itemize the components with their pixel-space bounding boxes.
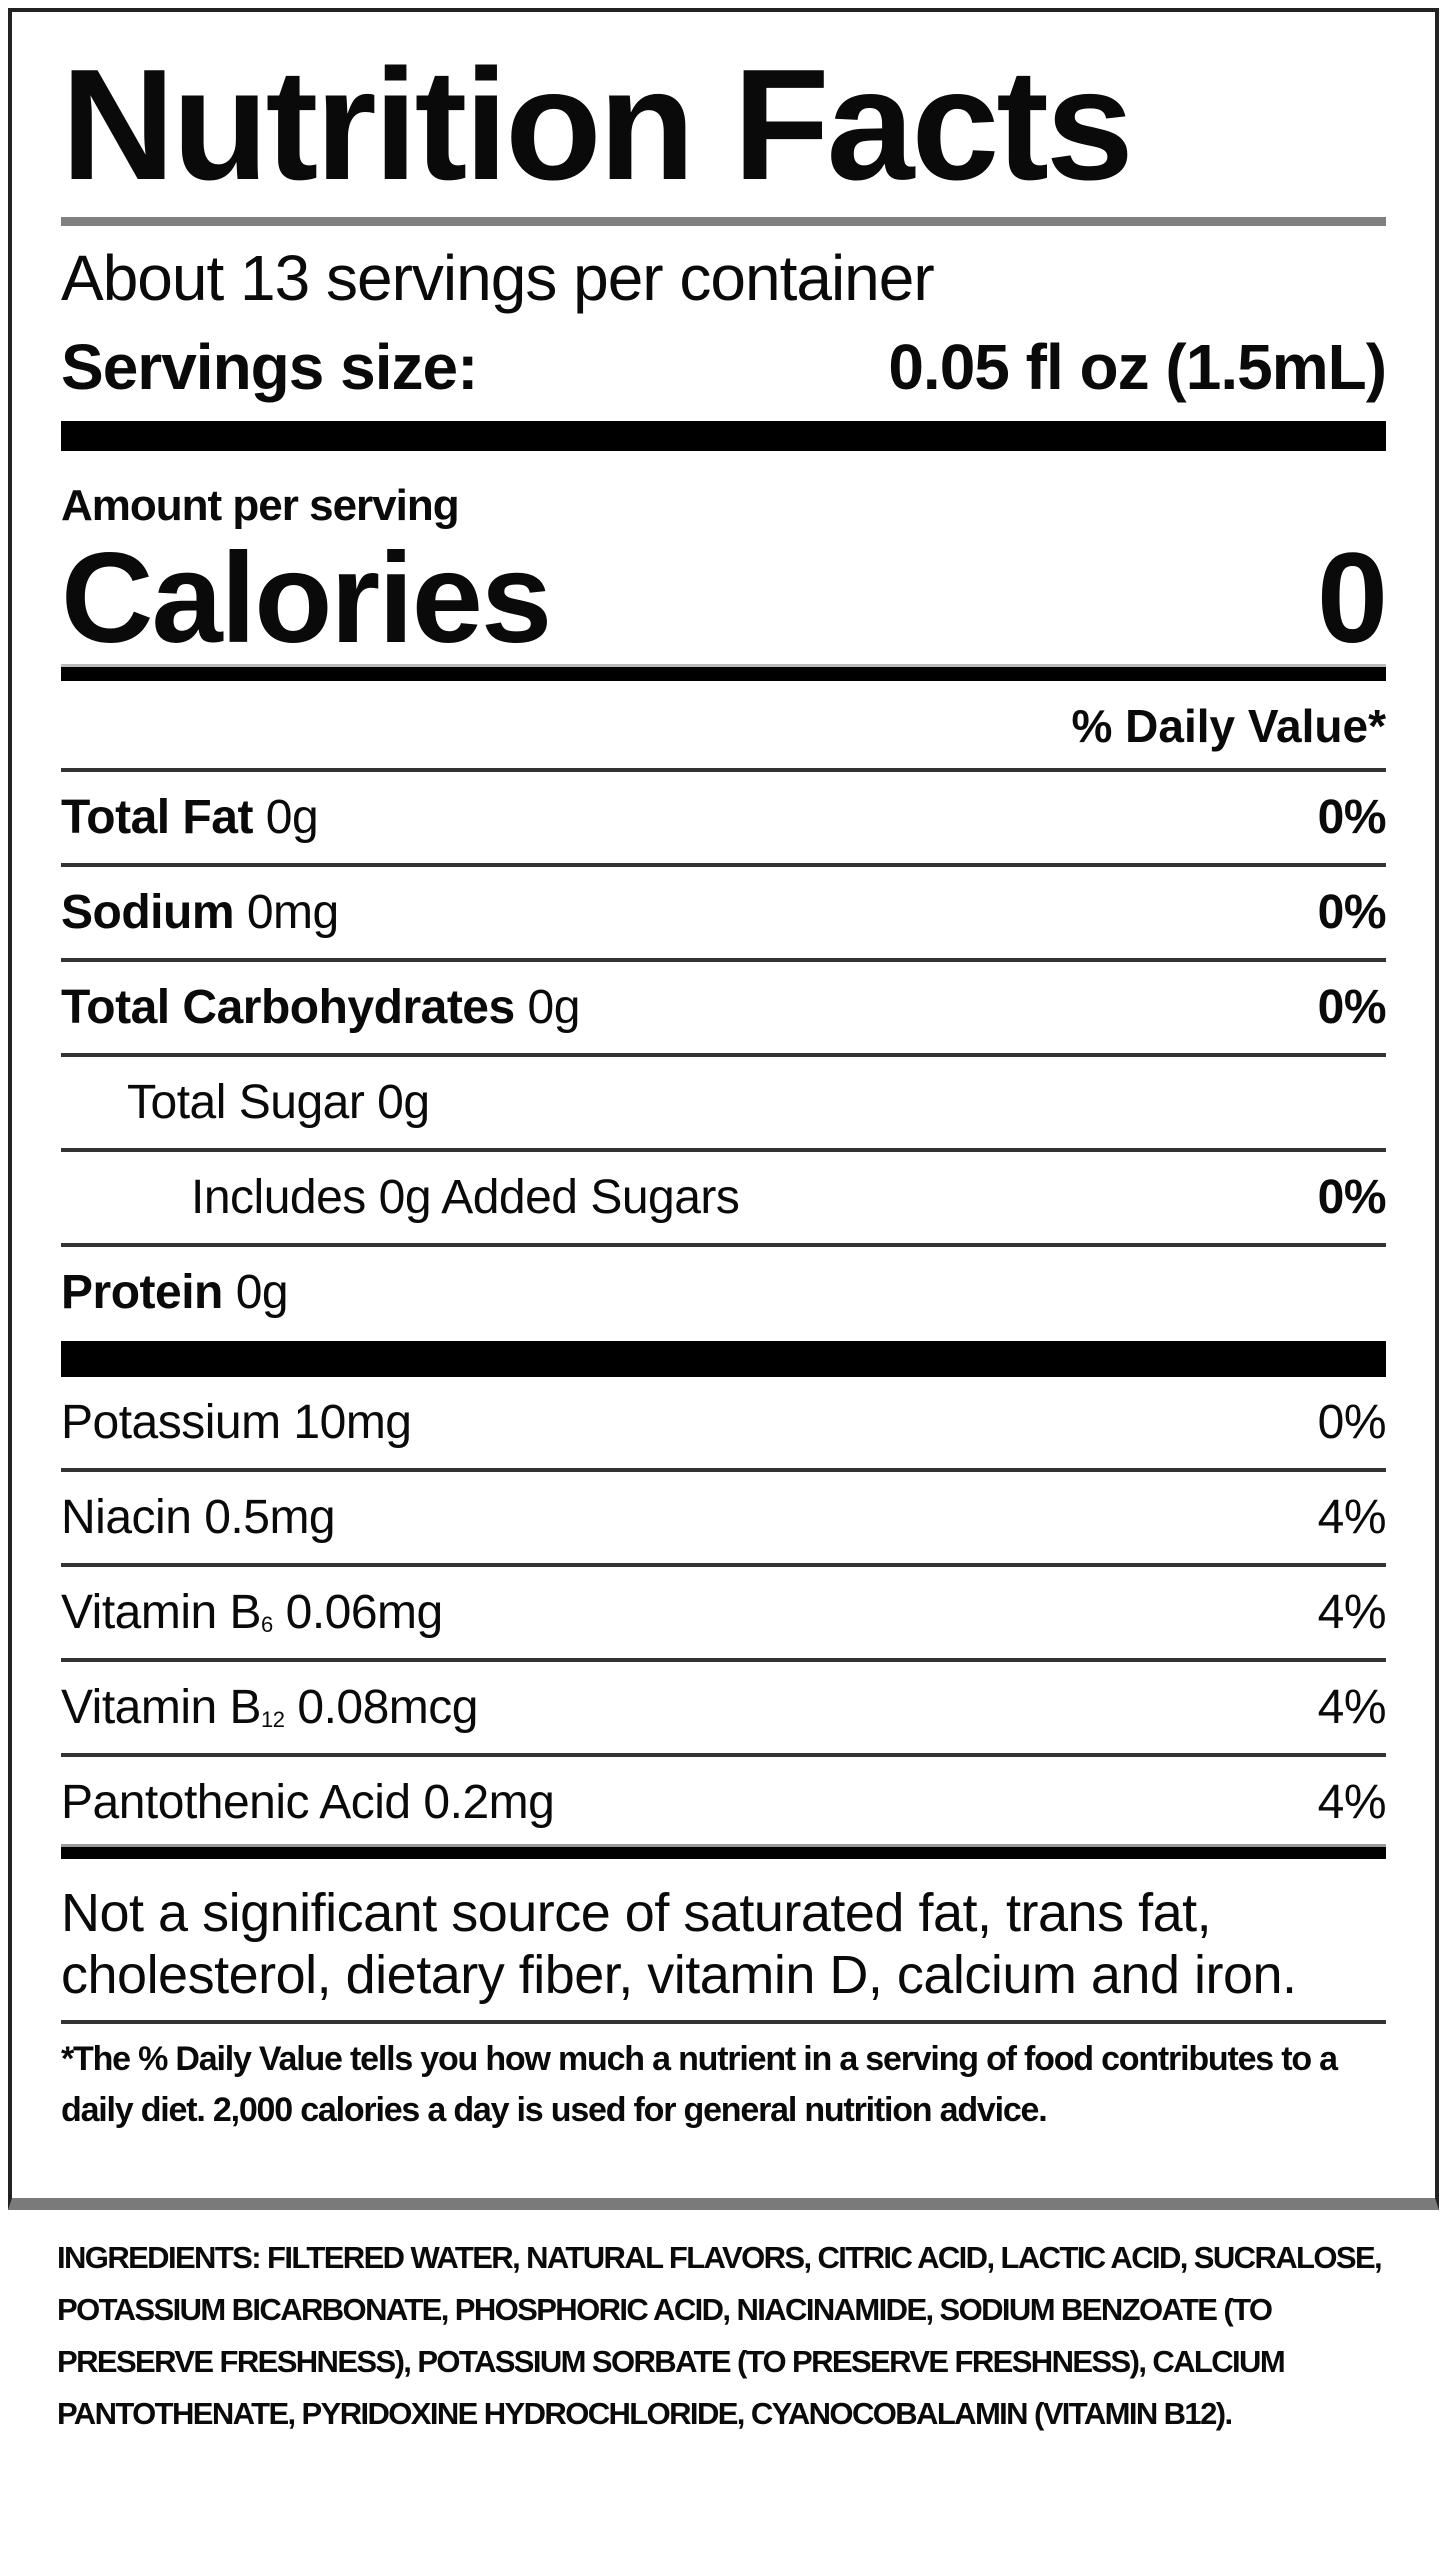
- nutrient-row: Protein 0g: [61, 1243, 1386, 1338]
- vitamin-dv: 4%: [1317, 1586, 1387, 1639]
- nutrient-row: Includes 0g Added Sugars 0%: [61, 1148, 1387, 1243]
- divider-thick: [61, 1844, 1386, 1859]
- divider-thick: [61, 664, 1386, 681]
- divider-thick: [61, 421, 1386, 451]
- nutrient-name: Total Fat: [61, 791, 253, 844]
- vitamin-name: Niacin 0.5mg: [61, 1491, 336, 1544]
- servings-per-container: About 13 servings per container: [61, 242, 935, 314]
- calories-label: Calories: [61, 527, 552, 670]
- calories-row: Calories 0: [61, 527, 1388, 670]
- divider: [61, 2020, 1386, 2024]
- vitamin-list: Potassium 10mg 0% Niacin 0.5mg 4% Vitamin …: [61, 1377, 1387, 1848]
- serving-size-value: 0.05 fl oz (1.5mL): [888, 331, 1387, 403]
- title: Nutrition Facts: [61, 37, 1134, 213]
- vitamin-row: Vitamin B6 0.06mg 4%: [61, 1567, 1387, 1662]
- vitamin-row: Potassium 10mg 0%: [61, 1377, 1387, 1472]
- vitamin-subscript: 6: [261, 1612, 273, 1637]
- nutrient-list: Total Fat 0g 0% Sodium 0mg 0% Total Carboh…: [61, 768, 1387, 1338]
- nutrient-name: Sodium: [61, 886, 235, 939]
- vitamin-row: Niacin 0.5mg 4%: [61, 1472, 1387, 1567]
- nutrient-name: Total Carbohydrates: [61, 981, 515, 1034]
- divider-thick: [61, 1341, 1386, 1377]
- vitamin-amount: 0.06mg: [272, 1586, 444, 1639]
- vitamin-name: Vitamin B: [61, 1586, 262, 1639]
- vitamin-subscript: 12: [261, 1707, 285, 1732]
- nutrient-dv: 0%: [1317, 791, 1387, 844]
- vitamin-name: Vitamin B: [61, 1681, 262, 1734]
- vitamin-name: Pantothenic Acid 0.2mg: [61, 1776, 555, 1829]
- serving-size: Servings size: 0.05 fl oz (1.5mL): [61, 328, 1387, 406]
- vitamin-dv: 4%: [1317, 1491, 1387, 1544]
- vitamin-dv: 0%: [1317, 1396, 1387, 1449]
- nutrient-dv: 0%: [1317, 981, 1387, 1034]
- calories-value: 0: [1316, 527, 1388, 670]
- nutrient-amount: 0g: [222, 1266, 289, 1319]
- nutrient-row: Total Carbohydrates 0g 0%: [61, 958, 1387, 1053]
- vitamin-row: Pantothenic Acid 0.2mg 4%: [61, 1757, 1387, 1848]
- vitamin-row: Vitamin B12 0.08mcg 4%: [61, 1662, 1387, 1757]
- nutrient-name: Protein: [61, 1266, 223, 1319]
- nutrient-dv: 0%: [1317, 1171, 1387, 1224]
- daily-value-footnote: *The % Daily Value tells you how much a …: [61, 2040, 1338, 2129]
- nutrition-facts-panel: Nutrition Facts About 13 servings per co…: [8, 8, 1439, 2210]
- nutrient-amount: 0g: [514, 981, 581, 1034]
- amount-per-serving: Amount per serving: [61, 481, 460, 530]
- vitamin-name: Potassium 10mg: [61, 1396, 412, 1449]
- nutrient-amount: 0g: [252, 791, 319, 844]
- vitamin-dv: 4%: [1317, 1681, 1387, 1734]
- nutrient-name: Total Sugar 0g: [127, 1076, 430, 1129]
- nutrient-row: Sodium 0mg 0%: [61, 863, 1387, 958]
- serving-size-label: Servings size:: [61, 331, 478, 403]
- nutrient-name: Includes 0g Added Sugars: [191, 1171, 740, 1224]
- divider: [61, 217, 1386, 226]
- daily-value-header: % Daily Value*: [1071, 700, 1387, 752]
- vitamin-dv: 4%: [1317, 1776, 1387, 1829]
- nutrient-dv: 0%: [1317, 886, 1387, 939]
- not-significant-note: Not a significant source of saturated fa…: [61, 1883, 1297, 2005]
- ingredients: INGREDIENTS: FILTERED WATER, NATURAL FLA…: [57, 2240, 1383, 2431]
- vitamin-amount: 0.08mcg: [284, 1681, 478, 1734]
- nutrient-row: Total Sugar 0g: [61, 1053, 1386, 1148]
- nutrient-row: Total Fat 0g 0%: [61, 768, 1387, 863]
- nutrient-amount: 0mg: [234, 886, 339, 939]
